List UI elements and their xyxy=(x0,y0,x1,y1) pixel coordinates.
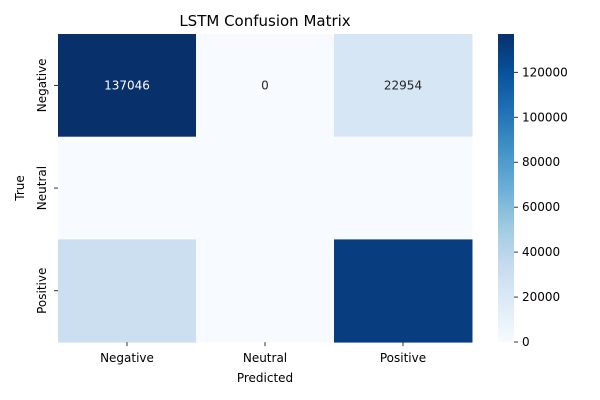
x-tick-label: Neutral xyxy=(243,351,287,365)
heatmap-cells xyxy=(58,34,473,343)
heatmap-cell xyxy=(334,136,473,240)
x-tick-label: Positive xyxy=(380,351,426,365)
heatmap-cell xyxy=(334,34,473,138)
heatmap-cell xyxy=(196,239,335,343)
colorbar-tick-label: 60000 xyxy=(522,200,560,214)
heatmap-cell xyxy=(58,136,197,240)
colorbar-tick-label: 0 xyxy=(522,335,530,349)
colorbar xyxy=(498,34,514,342)
x-axis-label: Predicted xyxy=(237,371,293,385)
heatmap-cell xyxy=(58,34,197,138)
colorbar-ticks: 0 20000 40000 60000 80000 100000 120000 xyxy=(514,65,568,349)
colorbar-tick-label: 40000 xyxy=(522,245,560,259)
colorbar-tick-label: 20000 xyxy=(522,290,560,304)
y-axis: Negative Neutral Positive xyxy=(35,58,58,314)
y-tick-label: Negative xyxy=(35,58,49,112)
heatmap-cell xyxy=(196,136,335,240)
cell-value-label: 137046 xyxy=(104,78,150,92)
heatmap-cell xyxy=(196,34,335,138)
x-tick-label: Negative xyxy=(100,351,154,365)
colorbar-tick-label: 100000 xyxy=(522,110,568,124)
x-axis: Negative Neutral Positive xyxy=(100,342,426,365)
colorbar-tick-label: 120000 xyxy=(522,65,568,79)
cell-value-label: 0 xyxy=(261,78,269,92)
heatmap-cell xyxy=(334,239,473,343)
colorbar-tick-label: 80000 xyxy=(522,155,560,169)
heatmap-cell xyxy=(58,239,197,343)
y-tick-label: Positive xyxy=(35,268,49,314)
chart-title: LSTM Confusion Matrix xyxy=(179,12,350,30)
y-axis-label: True xyxy=(13,175,27,202)
cell-value-label: 22954 xyxy=(384,78,422,92)
y-tick-label: Neutral xyxy=(35,166,49,210)
heatmap-cell-labels: 137046 0 22954 xyxy=(104,78,422,92)
